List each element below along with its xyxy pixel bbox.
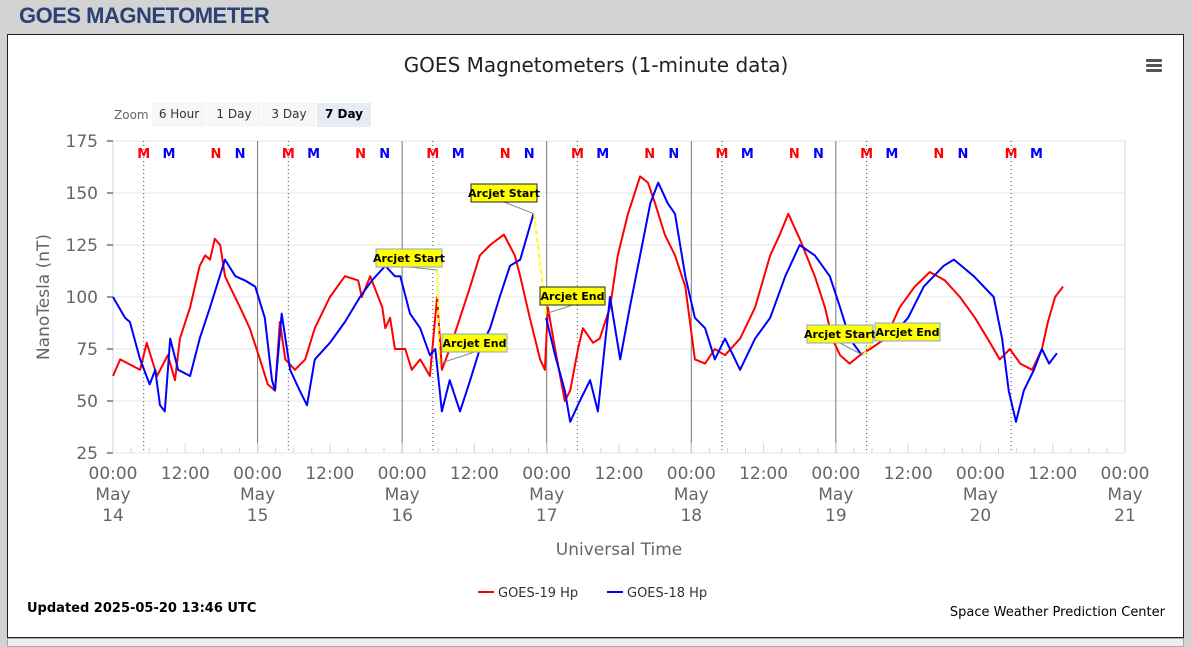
y-tick-label: 175	[66, 132, 98, 152]
x-tick-month: May	[1107, 485, 1142, 505]
arcjet-start-label: Arcjet Start	[468, 187, 540, 200]
event-marker-M: M	[426, 147, 439, 162]
x-tick-label: 00:00	[1101, 464, 1150, 484]
x-tick-day: 17	[536, 506, 558, 526]
event-marker-M: M	[1030, 147, 1043, 162]
x-tick-month: May	[385, 485, 420, 505]
arcjet-connector	[839, 342, 864, 356]
series-line-goes-18-hp	[112, 181, 1058, 423]
chart-title: GOES Magnetometers (1-minute data)	[404, 53, 789, 77]
event-marker-M: M	[571, 147, 584, 162]
x-tick-day: 20	[970, 506, 992, 526]
page-header-title: GOES MAGNETOMETER	[19, 3, 270, 28]
arcjet-end-label: Arcjet End	[876, 326, 940, 339]
x-tick-label: 12:00	[595, 464, 644, 484]
event-marker-M: M	[716, 147, 729, 162]
x-tick-day: 15	[247, 506, 269, 526]
zoom-7-day-button[interactable]: 7 Day	[317, 103, 371, 127]
x-tick-label: 00:00	[667, 464, 716, 484]
x-tick-label: 00:00	[89, 464, 138, 484]
x-tick-label: 12:00	[450, 464, 499, 484]
event-marker-N: N	[379, 147, 390, 162]
event-marker-N: N	[668, 147, 679, 162]
arcjet-start-label-box	[470, 183, 538, 203]
arcjet-start-label: Arcjet Start	[804, 328, 876, 341]
zoom-label: Zoom	[114, 108, 149, 122]
arcjet-connector	[503, 201, 535, 215]
event-marker-N: N	[958, 147, 969, 162]
event-marker-M: M	[596, 147, 609, 162]
x-tick-day: 21	[1114, 506, 1136, 526]
legend-item: GOES-18 Hp	[627, 586, 707, 601]
x-tick-label: 12:00	[739, 464, 788, 484]
arcjet-connector	[439, 351, 475, 365]
chart-panel	[7, 34, 1184, 638]
event-marker-M: M	[860, 147, 873, 162]
y-tick-label: 150	[66, 184, 98, 204]
x-tick-label: 12:00	[161, 464, 210, 484]
y-tick-label: 25	[76, 444, 98, 464]
x-axis-title: Universal Time	[556, 540, 682, 560]
arcjet-end-label: Arcjet End	[443, 337, 507, 350]
event-marker-N: N	[524, 147, 535, 162]
updated-timestamp: Updated 2025-05-20 13:46 UTC	[27, 601, 257, 616]
x-tick-month: May	[963, 485, 998, 505]
arcjet-end-label-box	[874, 322, 941, 342]
x-tick-month: May	[674, 485, 709, 505]
x-tick-month: May	[529, 485, 564, 505]
event-marker-N: N	[813, 147, 824, 162]
legend-item: GOES-19 Hp	[498, 586, 578, 601]
x-tick-day: 18	[680, 506, 702, 526]
x-tick-label: 00:00	[956, 464, 1005, 484]
event-marker-N: N	[500, 147, 511, 162]
event-marker-N: N	[933, 147, 944, 162]
arcjet-start-label-box	[375, 248, 443, 268]
x-tick-label: 00:00	[378, 464, 427, 484]
x-tick-day: 19	[825, 506, 847, 526]
y-tick-label: 75	[76, 340, 98, 360]
y-tick-label: 50	[76, 392, 98, 412]
event-marker-N: N	[644, 147, 655, 162]
event-marker-M: M	[307, 147, 320, 162]
x-tick-month: May	[240, 485, 275, 505]
x-tick-label: 12:00	[1028, 464, 1077, 484]
arcjet-start-label-box	[806, 324, 874, 344]
x-tick-month: May	[818, 485, 853, 505]
event-marker-M: M	[1005, 147, 1018, 162]
zoom-3-day-button[interactable]: 3 Day	[262, 103, 316, 127]
event-marker-M: M	[885, 147, 898, 162]
arcjet-end-label-box	[441, 333, 508, 353]
x-tick-label: 00:00	[522, 464, 571, 484]
event-marker-M: M	[137, 147, 150, 162]
x-tick-label: 00:00	[233, 464, 282, 484]
arcjet-end-label-box	[539, 286, 606, 306]
event-marker-M: M	[452, 147, 465, 162]
y-tick-label: 100	[66, 288, 98, 308]
event-marker-N: N	[355, 147, 366, 162]
event-marker-N: N	[211, 147, 222, 162]
arcjet-end-label: Arcjet End	[541, 290, 605, 303]
x-tick-label: 12:00	[305, 464, 354, 484]
x-tick-label: 12:00	[884, 464, 933, 484]
arcjet-connector	[545, 304, 573, 315]
x-tick-label: 00:00	[811, 464, 860, 484]
event-marker-M: M	[163, 147, 176, 162]
x-tick-day: 16	[391, 506, 413, 526]
y-axis-title: NanoTesla (nT)	[34, 234, 54, 360]
event-marker-M: M	[282, 147, 295, 162]
event-marker-N: N	[789, 147, 800, 162]
y-tick-label: 125	[66, 236, 98, 256]
zoom-1-day-button[interactable]: 1 Day	[207, 103, 261, 127]
event-marker-N: N	[235, 147, 246, 162]
credit-text: Space Weather Prediction Center	[949, 605, 1165, 620]
x-tick-month: May	[95, 485, 130, 505]
event-marker-M: M	[741, 147, 754, 162]
zoom-6-hour-button[interactable]: 6 Hour	[152, 103, 206, 127]
arcjet-start-label: Arcjet Start	[373, 252, 445, 265]
x-tick-day: 14	[102, 506, 124, 526]
hamburger-menu-icon[interactable]	[1146, 59, 1162, 73]
